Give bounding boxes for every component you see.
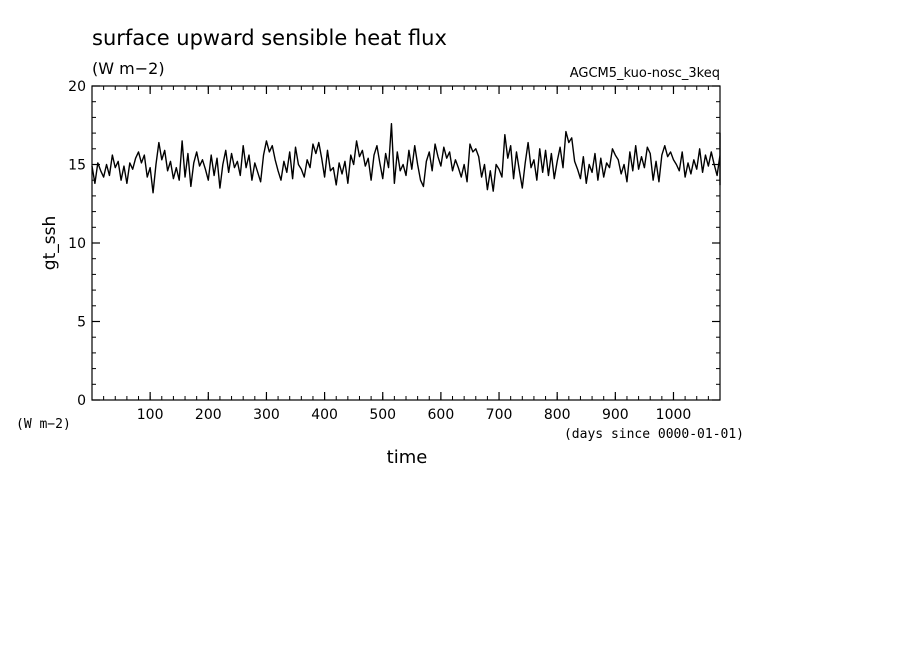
y-tick-label: 15 (68, 158, 86, 174)
experiment-label: AGCM5_kuo-nosc_3keq (570, 66, 720, 81)
x-tick-label: 1000 (656, 407, 692, 423)
x-axis-label: time (387, 447, 428, 468)
x-tick-label: 700 (486, 407, 513, 423)
title-units: (W m−2) (92, 59, 165, 78)
x-axis-units: (days since 0000-01-01) (564, 427, 744, 442)
y-tick-label: 10 (68, 236, 86, 252)
x-tick-label: 400 (311, 407, 338, 423)
y-tick-label: 0 (77, 393, 86, 409)
minor-ticks (92, 86, 720, 400)
series-line-gt-ssh (91, 122, 721, 194)
y-tick-label: 5 (77, 315, 86, 331)
x-tick-label: 600 (428, 407, 455, 423)
plot-area: 100 200 300 400 500 600 700 800 900 1000 0 5 10 15 20 (68, 79, 721, 423)
y-axis-units: (W m−2) (16, 417, 71, 432)
x-tick-label: 900 (602, 407, 629, 423)
plot-frame (91, 85, 721, 401)
x-tick-label: 800 (544, 407, 571, 423)
y-axis-label: gt_ssh (40, 216, 60, 270)
y-tick-label: 20 (68, 79, 86, 95)
x-tick-label: 300 (253, 407, 280, 423)
x-axis-ticks: 100 200 300 400 500 600 700 800 900 1000 (137, 86, 692, 423)
y-axis-ticks: 0 5 10 15 20 (68, 79, 720, 409)
x-tick-label: 100 (137, 407, 164, 423)
chart-title: surface upward sensible heat flux (92, 26, 447, 50)
x-tick-label: 200 (195, 407, 222, 423)
x-tick-label: 500 (369, 407, 396, 423)
